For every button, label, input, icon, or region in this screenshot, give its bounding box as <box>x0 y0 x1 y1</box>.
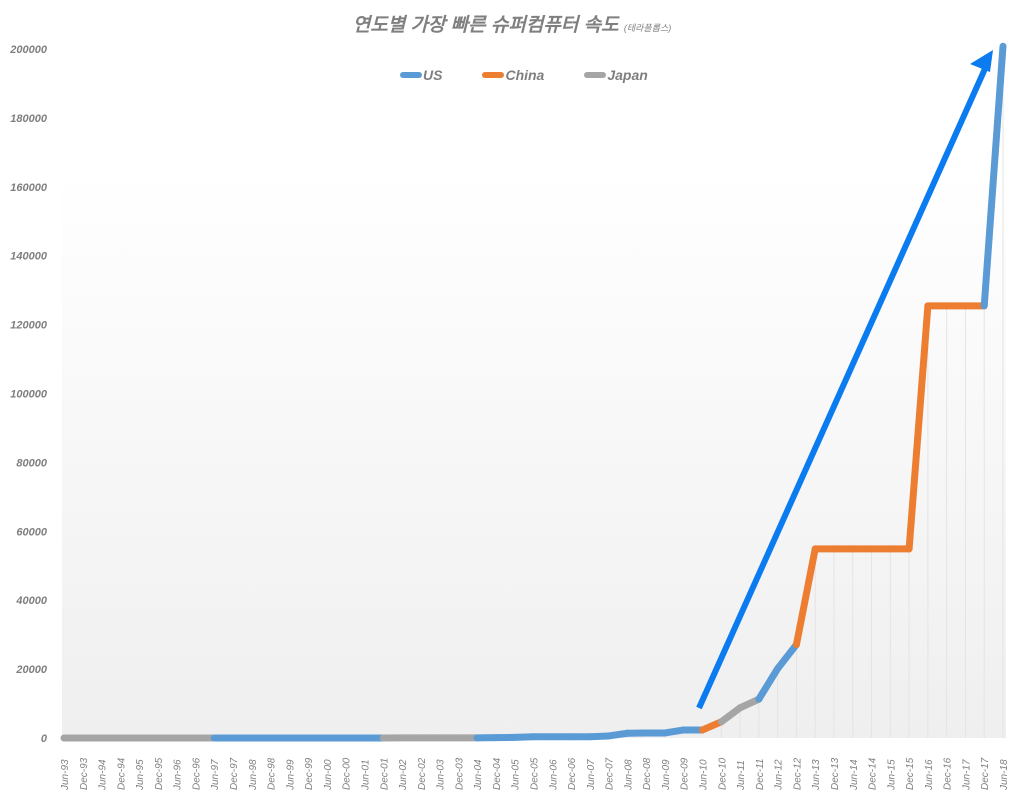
x-tick-label: Jun-14 <box>849 759 860 791</box>
y-tick-label: 120000 <box>10 320 48 332</box>
x-tick-label: Jun-15 <box>886 759 897 791</box>
chart-legend: US China Japan <box>400 67 648 83</box>
legend-label: US <box>423 67 443 83</box>
x-tick-label: Jun-09 <box>661 759 672 791</box>
series-segment-us <box>980 42 1007 310</box>
x-tick-label: Jun-05 <box>511 759 522 791</box>
x-tick-label: Dec-13 <box>830 757 841 790</box>
y-tick-label: 140000 <box>10 251 48 263</box>
x-tick-label: Jun-02 <box>398 759 409 791</box>
x-tick-label: Dec-15 <box>905 757 916 790</box>
legend-label: Japan <box>607 67 648 83</box>
x-tick-label: Jun-17 <box>961 759 972 791</box>
legend-item-japan: Japan <box>584 67 648 83</box>
x-tick-label: Dec-17 <box>980 757 991 790</box>
x-tick-label: Dec-97 <box>229 757 240 790</box>
x-tick-label: Dec-04 <box>492 757 503 790</box>
x-tick-label: Dec-99 <box>304 757 315 790</box>
x-tick-label: Jun-94 <box>98 759 109 791</box>
x-tick-label: Jun-11 <box>736 760 747 791</box>
chart-title: 연도별 가장 빠른 슈퍼컴퓨터 속도 (테라플롭스) <box>0 10 1024 37</box>
x-tick-label: Dec-10 <box>717 757 728 790</box>
series-segment-china <box>792 545 819 649</box>
trend-arrow-icon <box>696 60 991 710</box>
x-tick-label: Jun-10 <box>699 759 710 791</box>
x-tick-label: Jun-03 <box>436 759 447 791</box>
legend-label: China <box>505 67 545 83</box>
plot-area <box>62 170 1006 738</box>
y-tick-label: 80000 <box>16 457 47 469</box>
x-tick-label: Jun-96 <box>173 759 184 791</box>
x-tick-label: Jun-07 <box>586 759 597 791</box>
x-tick-label: Dec-06 <box>567 757 578 790</box>
chart-title-unit: (테라플롭스) <box>623 23 672 33</box>
x-tick-label: Dec-96 <box>191 757 202 790</box>
x-tick-label: Dec-02 <box>417 757 428 790</box>
y-tick-label: 60000 <box>16 526 47 538</box>
y-tick-label: 180000 <box>10 113 48 125</box>
x-tick-label: Dec-08 <box>642 757 653 790</box>
x-tick-label: Jun-01 <box>360 759 371 791</box>
x-tick-label: Dec-93 <box>79 757 90 790</box>
y-tick-label: 200000 <box>9 44 48 56</box>
x-tick-label: Dec-03 <box>454 757 465 790</box>
x-tick-label: Jun-98 <box>248 759 259 791</box>
series-segment-china <box>905 302 932 553</box>
x-tick-label: Dec-07 <box>605 757 616 790</box>
legend-swatch <box>400 72 422 78</box>
x-tick-label: Jun-12 <box>774 759 785 791</box>
legend-item-china: China <box>482 67 544 83</box>
x-tick-label: Jun-04 <box>473 759 484 791</box>
x-tick-label: Dec-12 <box>792 757 803 790</box>
x-tick-label: Dec-94 <box>116 757 127 790</box>
x-tick-label: Dec-14 <box>868 757 879 790</box>
x-tick-label: Dec-98 <box>267 757 278 790</box>
series-segment-us <box>774 641 800 673</box>
y-tick-label: 20000 <box>15 664 47 676</box>
x-tick-label: Jun-16 <box>924 759 935 791</box>
x-tick-label: Jun-13 <box>811 759 822 791</box>
x-tick-label: Dec-00 <box>342 757 353 790</box>
y-tick-label: 100000 <box>10 389 48 401</box>
legend-item-us: US <box>400 67 442 83</box>
x-tick-label: Jun-95 <box>135 759 146 791</box>
y-tick-label: 0 <box>41 733 48 745</box>
x-tick-label: Jun-93 <box>60 759 71 791</box>
y-tick-label: 160000 <box>10 182 48 194</box>
x-tick-label: Dec-01 <box>379 758 390 790</box>
series-segment-japan <box>717 704 744 726</box>
x-tick-label: Jun-99 <box>285 759 296 791</box>
x-tick-label: Jun-06 <box>548 759 559 791</box>
chart-title-main: 연도별 가장 빠른 슈퍼컴퓨터 속도 <box>352 15 619 36</box>
x-tick-label: Dec-05 <box>530 757 541 790</box>
x-tick-label: Dec-16 <box>943 757 954 790</box>
x-tick-label: Jun-08 <box>623 759 634 791</box>
x-tick-label: Dec-09 <box>680 757 691 790</box>
x-tick-label: Jun-97 <box>210 759 221 791</box>
x-tick-label: Dec-95 <box>154 757 165 790</box>
series-segment-us <box>755 665 782 703</box>
x-tick-label: Dec-11 <box>755 759 766 791</box>
x-tick-label: Jun-00 <box>323 759 334 791</box>
legend-swatch <box>584 72 607 78</box>
y-tick-label: 40000 <box>15 595 47 607</box>
arrowhead-icon <box>970 50 993 72</box>
x-tick-label: Jun-18 <box>999 759 1010 791</box>
legend-swatch <box>482 72 505 78</box>
